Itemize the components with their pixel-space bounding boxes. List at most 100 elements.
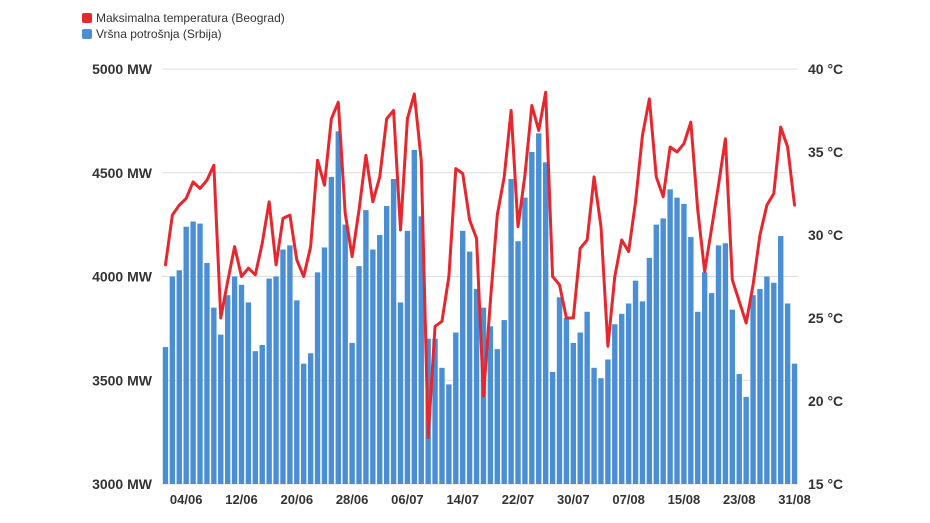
legend-item-temperature: Maksimalna temperatura (Beograd) <box>82 10 285 26</box>
consumption-bar <box>204 263 210 484</box>
consumption-bar <box>411 149 418 485</box>
consumption-bar <box>632 280 639 484</box>
x-axis-tick-label: 22/07 <box>502 492 535 507</box>
right-axis-tick-label: 20 °C <box>808 393 843 409</box>
consumption-bar <box>549 371 556 484</box>
consumption-bar <box>556 297 563 484</box>
x-axis-tick-label: 14/07 <box>446 492 479 507</box>
consumption-bar <box>259 344 265 484</box>
consumption-bar <box>750 295 756 484</box>
consumption-bar <box>466 251 473 484</box>
consumption-bar <box>280 249 286 484</box>
consumption-bar <box>757 288 763 484</box>
consumption-bar <box>570 342 577 484</box>
consumption-bar <box>197 223 203 484</box>
consumption-bar <box>508 178 514 485</box>
consumption-bar <box>542 162 549 485</box>
consumption-bar <box>515 241 521 484</box>
consumption-bar <box>404 230 411 484</box>
consumption-bar <box>363 210 369 484</box>
consumption-bar <box>356 266 362 485</box>
consumption-bar <box>294 300 300 484</box>
consumption-bar <box>418 216 424 484</box>
left-axis-tick-label: 4500 MW <box>92 165 153 181</box>
consumption-bar <box>778 236 784 484</box>
legend-swatch-consumption <box>82 29 92 39</box>
consumption-bar <box>453 332 459 484</box>
consumption-bar <box>681 203 687 485</box>
consumption-bar <box>743 396 749 484</box>
consumption-bar <box>708 293 715 484</box>
consumption-bar <box>321 247 328 484</box>
consumption-bar <box>183 226 189 484</box>
consumption-bar <box>722 243 729 484</box>
consumption-bar <box>370 249 376 484</box>
consumption-bar <box>307 353 314 484</box>
consumption-bar <box>162 347 169 484</box>
consumption-bar <box>612 324 618 484</box>
consumption-bar <box>252 351 259 484</box>
consumption-bar <box>695 311 701 484</box>
consumption-bar <box>383 205 390 484</box>
consumption-bar <box>598 378 604 484</box>
left-axis-ticks: 5000 MW 4500 MW 4000 MW 3500 MW 3000 MW <box>92 61 153 492</box>
x-axis-tick-label: 15/08 <box>668 492 701 507</box>
consumption-bar <box>238 284 245 484</box>
consumption-bar <box>176 270 182 484</box>
consumption-bar <box>218 334 224 484</box>
right-axis-tick-label: 30 °C <box>808 227 843 243</box>
consumption-bar <box>328 176 335 484</box>
x-axis-tick-label: 06/07 <box>391 492 424 507</box>
x-axis-tick-label: 30/07 <box>557 492 590 507</box>
consumption-bar <box>501 320 507 484</box>
consumption-bar <box>619 313 625 484</box>
consumption-bar <box>764 276 770 484</box>
consumption-bar <box>529 152 535 484</box>
consumption-bar <box>487 326 494 484</box>
consumption-bar <box>660 218 666 484</box>
x-axis-tick-label: 23/08 <box>723 492 756 507</box>
consumption-bar <box>784 303 791 484</box>
consumption-bar <box>646 257 653 484</box>
temperature-line-group <box>163 90 797 440</box>
consumption-bar <box>390 178 397 485</box>
x-axis-tick-label: 31/08 <box>778 492 811 507</box>
legend-label-temperature: Maksimalna temperatura (Beograd) <box>96 11 285 25</box>
consumption-bar <box>688 237 694 484</box>
consumption-bar <box>736 374 742 484</box>
consumption-bar <box>446 384 452 484</box>
chart-legend: Maksimalna temperatura (Beograd) Vršna p… <box>82 10 285 42</box>
consumption-bar <box>674 197 680 484</box>
consumption-bar <box>667 189 673 484</box>
consumption-bar <box>273 276 279 484</box>
consumption-bar <box>653 224 659 485</box>
consumption-bar <box>605 359 611 484</box>
consumption-bar <box>169 276 176 484</box>
left-axis-tick-label: 3000 MW <box>92 476 153 492</box>
x-axis-ticks: 04/06 12/06 20/06 28/06 06/07 14/07 22/07 30/07… <box>170 492 811 507</box>
consumption-bar <box>301 363 307 484</box>
x-axis-tick-label: 12/06 <box>225 492 258 507</box>
consumption-bar <box>536 133 542 484</box>
consumption-bar <box>639 301 646 484</box>
consumption-bar <box>625 303 632 484</box>
consumption-bar <box>211 307 217 485</box>
consumption-bar <box>563 318 570 484</box>
consumption-bar <box>377 235 383 484</box>
legend-swatch-temperature <box>82 13 92 23</box>
consumption-bar <box>439 367 445 484</box>
consumption-bar <box>287 245 293 484</box>
right-axis-tick-label: 40 °C <box>808 61 843 77</box>
left-axis-tick-label: 5000 MW <box>92 61 153 77</box>
x-axis-tick-label: 07/08 <box>612 492 645 507</box>
consumption-bar <box>729 309 736 484</box>
consumption-bar <box>342 224 348 485</box>
consumption-bar <box>577 332 583 484</box>
consumption-bar <box>771 282 777 484</box>
left-axis-tick-label: 4000 MW <box>92 269 153 285</box>
consumption-bar <box>522 197 528 484</box>
consumption-bar <box>224 295 231 484</box>
x-axis-tick-label: 28/06 <box>336 492 369 507</box>
right-axis-tick-label: 15 °C <box>808 476 843 492</box>
